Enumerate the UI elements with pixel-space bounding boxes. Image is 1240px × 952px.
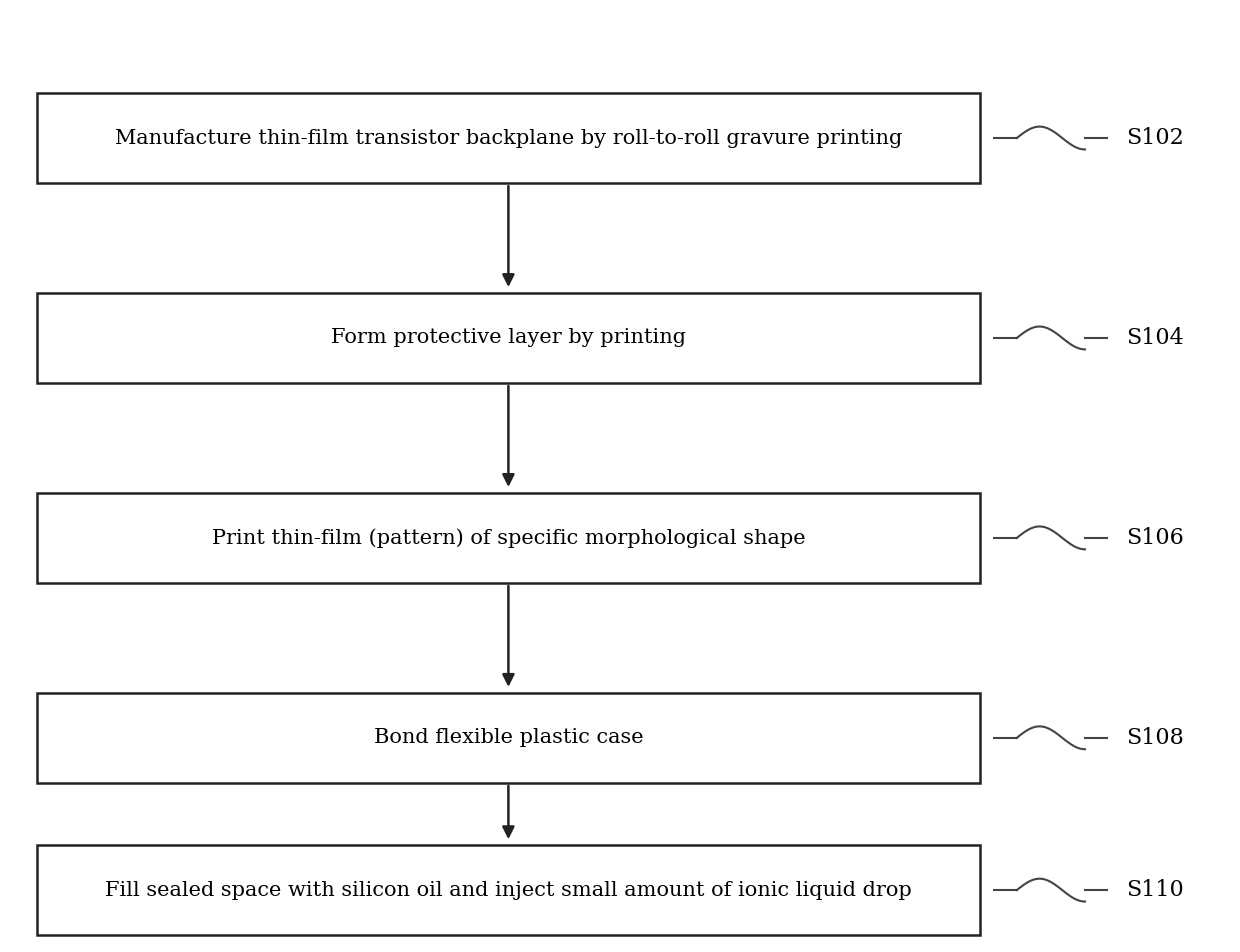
Text: Manufacture thin-film transistor backplane by roll-to-roll gravure printing: Manufacture thin-film transistor backpla… bbox=[115, 129, 901, 148]
Text: S108: S108 bbox=[1126, 726, 1184, 749]
Bar bbox=[37, 845, 980, 935]
Text: Fill sealed space with silicon oil and inject small amount of ionic liquid drop: Fill sealed space with silicon oil and i… bbox=[105, 881, 911, 900]
Bar bbox=[37, 93, 980, 183]
Text: S110: S110 bbox=[1126, 879, 1184, 902]
Text: S106: S106 bbox=[1126, 526, 1184, 549]
Bar bbox=[37, 493, 980, 583]
Bar bbox=[37, 293, 980, 383]
Text: S104: S104 bbox=[1126, 327, 1184, 349]
Text: S102: S102 bbox=[1126, 127, 1184, 149]
Text: Print thin-film (pattern) of specific morphological shape: Print thin-film (pattern) of specific mo… bbox=[212, 528, 805, 547]
Bar bbox=[37, 693, 980, 783]
Text: Bond flexible plastic case: Bond flexible plastic case bbox=[373, 728, 644, 747]
Text: Form protective layer by printing: Form protective layer by printing bbox=[331, 328, 686, 347]
